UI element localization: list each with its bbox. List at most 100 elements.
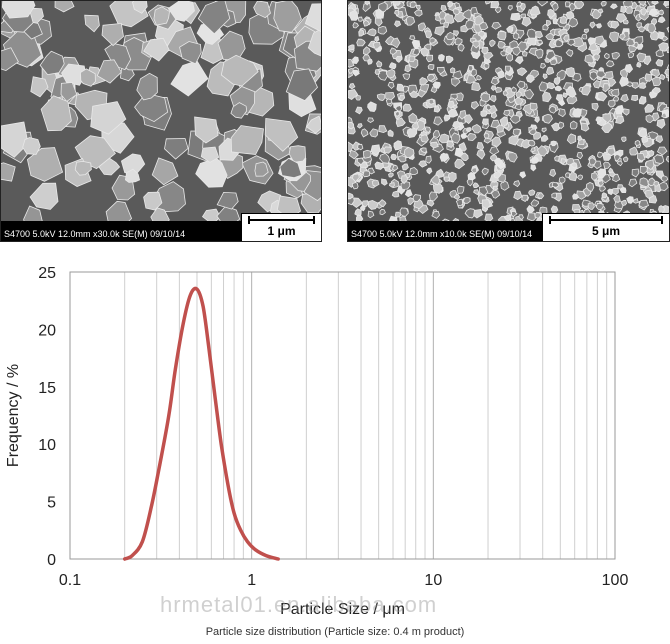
sem-particle — [355, 94, 361, 101]
sem-particle — [493, 157, 502, 167]
sem-particle — [409, 35, 416, 41]
sem-particle — [505, 53, 514, 62]
sem-particle — [355, 106, 363, 115]
sem-particle — [432, 130, 441, 139]
sem-particle — [583, 28, 590, 34]
sem-particle — [264, 117, 299, 152]
sem-particle — [452, 120, 462, 129]
sem-particle — [425, 126, 432, 134]
sem-particle — [610, 88, 620, 97]
sem-particle — [511, 210, 518, 218]
sem-particle — [462, 196, 471, 204]
scale-label-left: 1 μm — [267, 224, 296, 238]
sem-particle — [104, 42, 132, 71]
sem-particle — [611, 187, 619, 196]
sem-particle — [581, 84, 591, 96]
sem-particle — [581, 33, 588, 40]
sem-particle — [589, 71, 598, 81]
sem-particle — [273, 1, 302, 33]
sem-particle — [1, 47, 19, 72]
sem-particle — [659, 74, 666, 80]
sem-particle — [514, 103, 522, 111]
sem-particle — [497, 40, 506, 49]
sem-particle — [449, 190, 458, 198]
scale-label-right: 5 μm — [591, 224, 621, 238]
sem-particle — [598, 180, 604, 187]
sem-particle — [216, 191, 239, 210]
sem-particle — [615, 13, 628, 24]
scale-bar-right: 5 μm — [542, 213, 669, 241]
sem-particle — [39, 50, 65, 76]
sem-particle — [606, 60, 615, 68]
sem-particle — [447, 108, 459, 118]
sem-image-left: S4700 5.0kV 12.0mm x30.0k SE(M) 09/10/14… — [0, 0, 322, 242]
sem-particle — [638, 199, 650, 209]
sem-particle — [516, 80, 526, 90]
sem-particle — [348, 121, 355, 130]
sem-particle — [452, 8, 460, 16]
sem-particle — [521, 16, 532, 27]
sem-particle — [655, 135, 664, 144]
sem-particle — [462, 9, 472, 20]
sem-particle — [374, 161, 384, 170]
sem-particle — [367, 101, 377, 113]
sem-particle — [560, 158, 566, 165]
sem-particle — [620, 5, 627, 14]
sem-particle — [179, 41, 202, 65]
sem-particle — [576, 151, 584, 160]
sem-particle — [307, 28, 321, 57]
sem-particle — [485, 104, 492, 111]
sem-particle — [132, 1, 148, 14]
sem-particle — [426, 74, 436, 82]
sem-particle — [612, 95, 619, 102]
sem-particle — [374, 36, 380, 43]
sem-particle — [403, 146, 415, 159]
sem-particle — [627, 51, 635, 59]
sem-particle — [408, 55, 416, 63]
x-tick-label: 100 — [602, 572, 629, 589]
sem-particle — [447, 100, 455, 109]
sem-particle — [520, 139, 532, 149]
sem-particle — [357, 16, 363, 22]
scale-bar-left: 1 μm — [241, 213, 321, 241]
sem-particle — [479, 186, 489, 197]
sem-particle — [391, 164, 399, 171]
sem-particle — [378, 199, 387, 208]
sem-particle — [614, 104, 625, 115]
sem-particle — [425, 54, 434, 63]
sem-particle — [360, 128, 369, 138]
figure-caption: Particle size distribution (Particle siz… — [205, 626, 465, 638]
sem-particle — [452, 70, 463, 80]
sem-particle — [430, 141, 439, 149]
sem-particle — [573, 1, 585, 10]
sem-particle — [433, 105, 441, 113]
sem-particle — [566, 95, 578, 105]
y-tick-label: 10 — [38, 437, 56, 454]
sem-particle — [164, 138, 189, 160]
sem-particle — [426, 199, 435, 207]
sem-particle — [503, 214, 512, 222]
sem-particle — [600, 1, 607, 7]
sem-particle — [530, 156, 540, 164]
sem-particle — [651, 76, 662, 87]
sem-particle — [644, 103, 655, 113]
sem-particle — [60, 82, 78, 103]
sem-particle — [566, 133, 577, 145]
sem-particle — [253, 1, 271, 19]
sem-particle — [450, 78, 461, 87]
sem-particle — [404, 64, 412, 73]
sem-particle — [432, 81, 441, 89]
sem-particle — [512, 128, 521, 137]
sem-particle — [661, 112, 668, 119]
sem-particle — [558, 176, 566, 184]
sem-particle — [542, 91, 552, 103]
sem-particle — [490, 77, 499, 86]
sem-particle — [530, 164, 537, 172]
sem-particle — [29, 182, 59, 210]
sem-particle — [651, 69, 661, 78]
sem-particle — [528, 189, 536, 196]
sem-particle — [481, 199, 491, 210]
sem-particle — [366, 28, 377, 37]
sem-particle — [170, 60, 209, 97]
sem-particle — [471, 124, 482, 134]
